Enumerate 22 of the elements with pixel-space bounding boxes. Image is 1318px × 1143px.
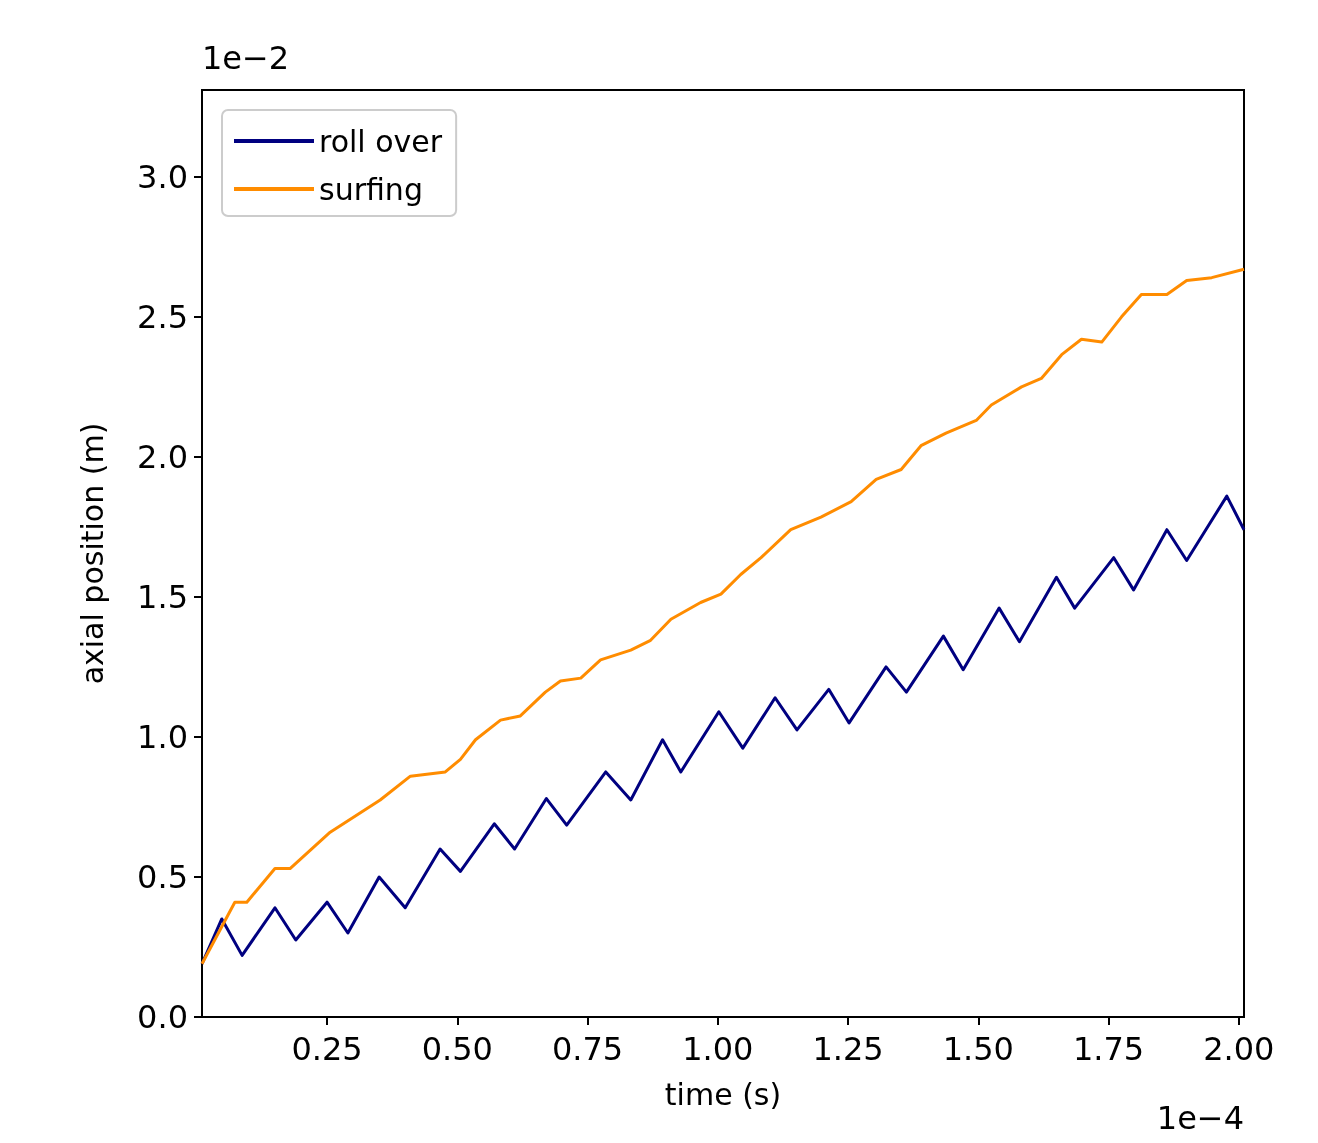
y-tick-label: 0.5	[137, 857, 188, 896]
text: 1e−4	[1156, 1099, 1244, 1137]
y-tick-label: 0.0	[137, 998, 188, 1036]
y-tick-label: 1.5	[137, 577, 188, 616]
y-axis-title: axial position (m)	[74, 422, 110, 685]
x-tick-label: 1.50	[942, 1030, 1014, 1068]
x-tick-label: 2.00	[1203, 1030, 1275, 1068]
x-tick-label: 0.50	[421, 1030, 493, 1068]
x-tick-label: 0.75	[551, 1030, 624, 1068]
y-tick-label: 2.5	[137, 297, 188, 336]
x-tick-label: 1.75	[1072, 1030, 1145, 1068]
text: 1e−2	[202, 39, 290, 77]
line-series	[200, 267, 1246, 966]
x-tick-label: 1.00	[682, 1030, 754, 1068]
y-tick-label: 3.0	[137, 157, 188, 196]
x-tick-label: 0.25	[291, 1030, 363, 1068]
legend-label: surfing	[319, 171, 423, 207]
y-tick-label: 1.0	[137, 717, 188, 756]
legend-label: roll over	[319, 123, 443, 159]
x-axis-title: time (s)	[664, 1076, 782, 1112]
x-tick-label: 1.25	[812, 1030, 884, 1068]
y-tick-label: 2.0	[137, 437, 188, 476]
